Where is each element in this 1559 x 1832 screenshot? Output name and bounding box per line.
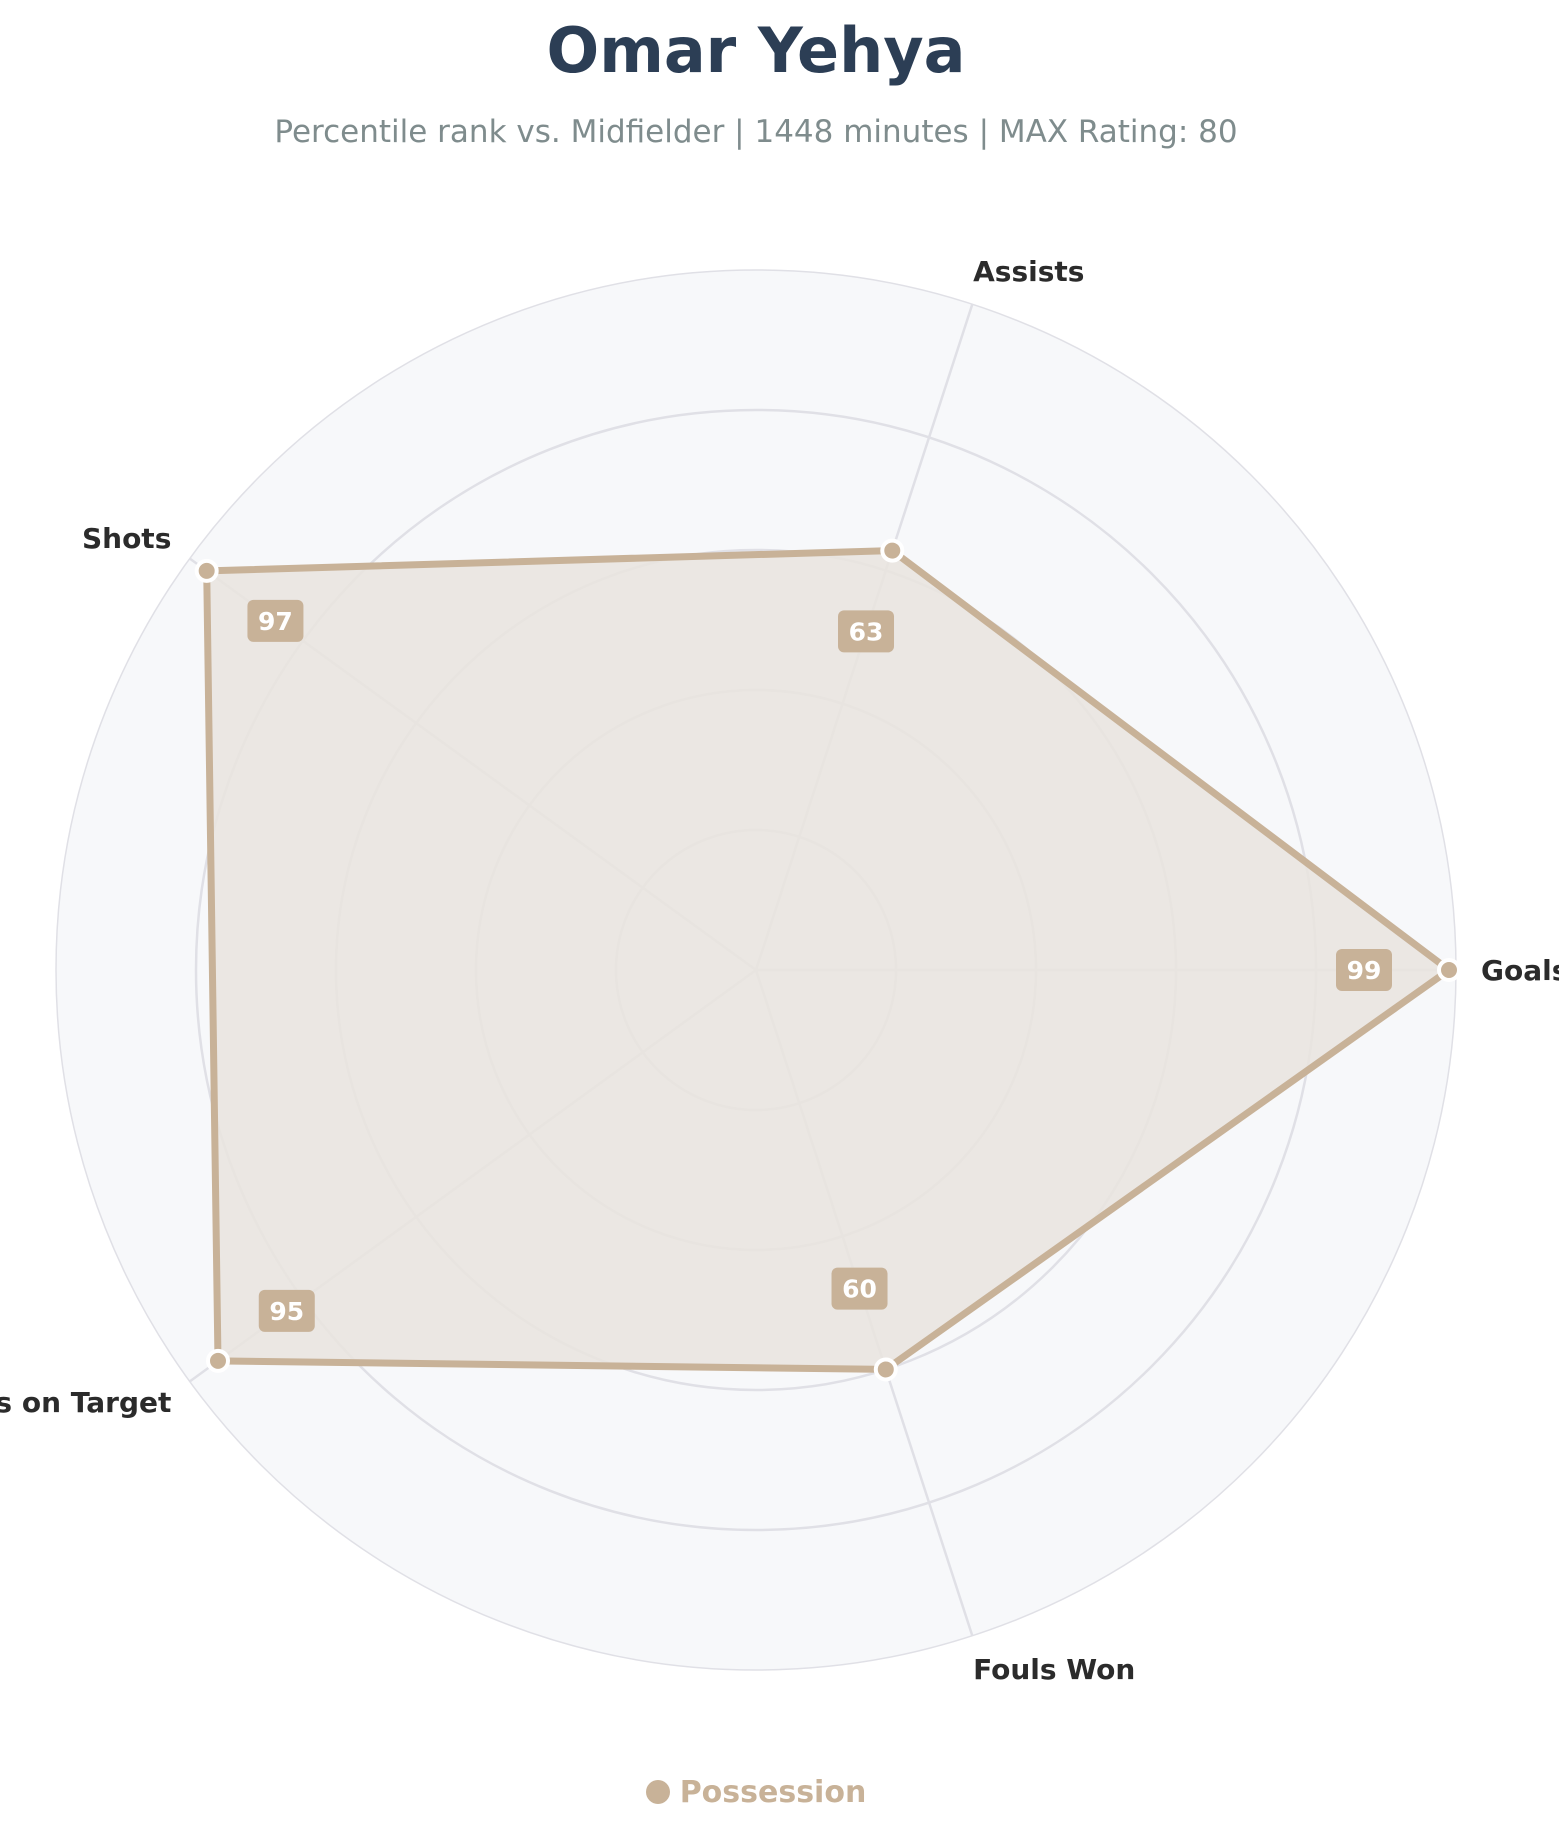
axis-label-shots-on-target: Shots on Target	[0, 1386, 171, 1419]
data-point-shots	[194, 558, 219, 583]
series-line	[203, 547, 1455, 1373]
legend-marker	[645, 1780, 670, 1804]
value-label: 63	[849, 617, 884, 646]
value-label: 60	[842, 1275, 877, 1304]
axis-label-shots: Shots	[82, 522, 171, 555]
data-point-fouls-won	[873, 1357, 898, 1382]
legend-label: Possession	[679, 1775, 867, 1810]
data-point-assists	[880, 538, 905, 563]
axis-label-fouls-won: Fouls Won	[973, 1653, 1135, 1686]
value-label-bg	[247, 599, 304, 642]
axis-label-assists: Assists	[973, 255, 1084, 288]
legend: Possession	[0, 1775, 1512, 1810]
axis-label-goals: Goals	[1481, 954, 1559, 987]
value-label-bg	[1336, 949, 1392, 991]
value-label-bg	[838, 610, 895, 653]
chart-subtitle: Percentile rank vs. Midfielder | 1448 mi…	[274, 114, 1238, 150]
data-point-shots-on-target	[206, 1348, 231, 1373]
value-label: 97	[258, 607, 293, 636]
data-point-goals	[1437, 958, 1461, 982]
value-label-bg	[831, 1267, 888, 1310]
value-label-bg	[258, 1289, 315, 1332]
chart-title: Omar Yehya	[546, 14, 966, 87]
value-label: 99	[1347, 956, 1382, 985]
value-label: 95	[269, 1297, 304, 1326]
series-area	[206, 550, 1450, 1370]
